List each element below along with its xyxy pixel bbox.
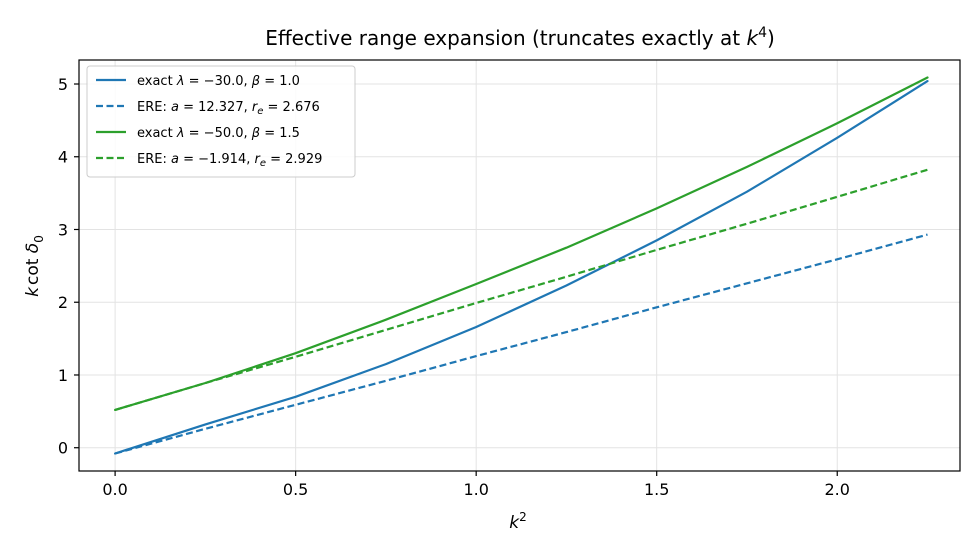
chart-title-k: k bbox=[746, 26, 759, 50]
y-tick-label: 3 bbox=[58, 220, 68, 239]
y-axis-label: kcot δ0 bbox=[23, 235, 46, 297]
series-line-4 bbox=[114, 168, 928, 411]
x-tick-label: 1.5 bbox=[644, 480, 669, 499]
y-tick-label: 1 bbox=[58, 366, 68, 385]
plot-lines bbox=[113, 76, 929, 455]
chart-title-exponent: 4 bbox=[758, 25, 767, 41]
x-tick-label: 1.0 bbox=[463, 480, 488, 499]
y-tick-label: 5 bbox=[58, 75, 68, 94]
legend-frame bbox=[86, 65, 356, 178]
x-axis-label: k2 bbox=[509, 510, 527, 533]
y-tick-label: 2 bbox=[58, 293, 68, 312]
chart-title-text: Effective range expansion (truncates exa… bbox=[265, 26, 746, 50]
legend-label-2: ERE: a = 12.327, re = 2.676 bbox=[137, 100, 320, 117]
legend-label-3: exact λ = −50.0, β = 1.5 bbox=[137, 126, 300, 141]
series-line-3 bbox=[113, 76, 929, 411]
y-tick-label: 4 bbox=[58, 148, 68, 167]
axis-ticks: 0.0 0.5 1.0 1.5 2.0 0 1 2 3 4 5 bbox=[58, 75, 850, 499]
legend-label-1: exact λ = −30.0, β = 1.0 bbox=[137, 74, 300, 89]
chart-title: Effective range expansion (truncates exa… bbox=[265, 25, 775, 50]
x-tick-label: 0.5 bbox=[283, 480, 308, 499]
series-line-2 bbox=[114, 233, 928, 455]
x-tick-label: 2.0 bbox=[825, 480, 850, 499]
plot-frame bbox=[78, 59, 961, 472]
x-tick-label: 0.0 bbox=[102, 480, 127, 499]
chart-title-close: ) bbox=[767, 26, 775, 50]
legend-label-4: ERE: a = −1.914, re = 2.929 bbox=[137, 152, 322, 169]
legend: exact λ = −30.0, β = 1.0 ERE: a = 12.327… bbox=[86, 65, 356, 178]
series-line-1 bbox=[113, 79, 929, 455]
y-tick-label: 0 bbox=[58, 439, 68, 458]
